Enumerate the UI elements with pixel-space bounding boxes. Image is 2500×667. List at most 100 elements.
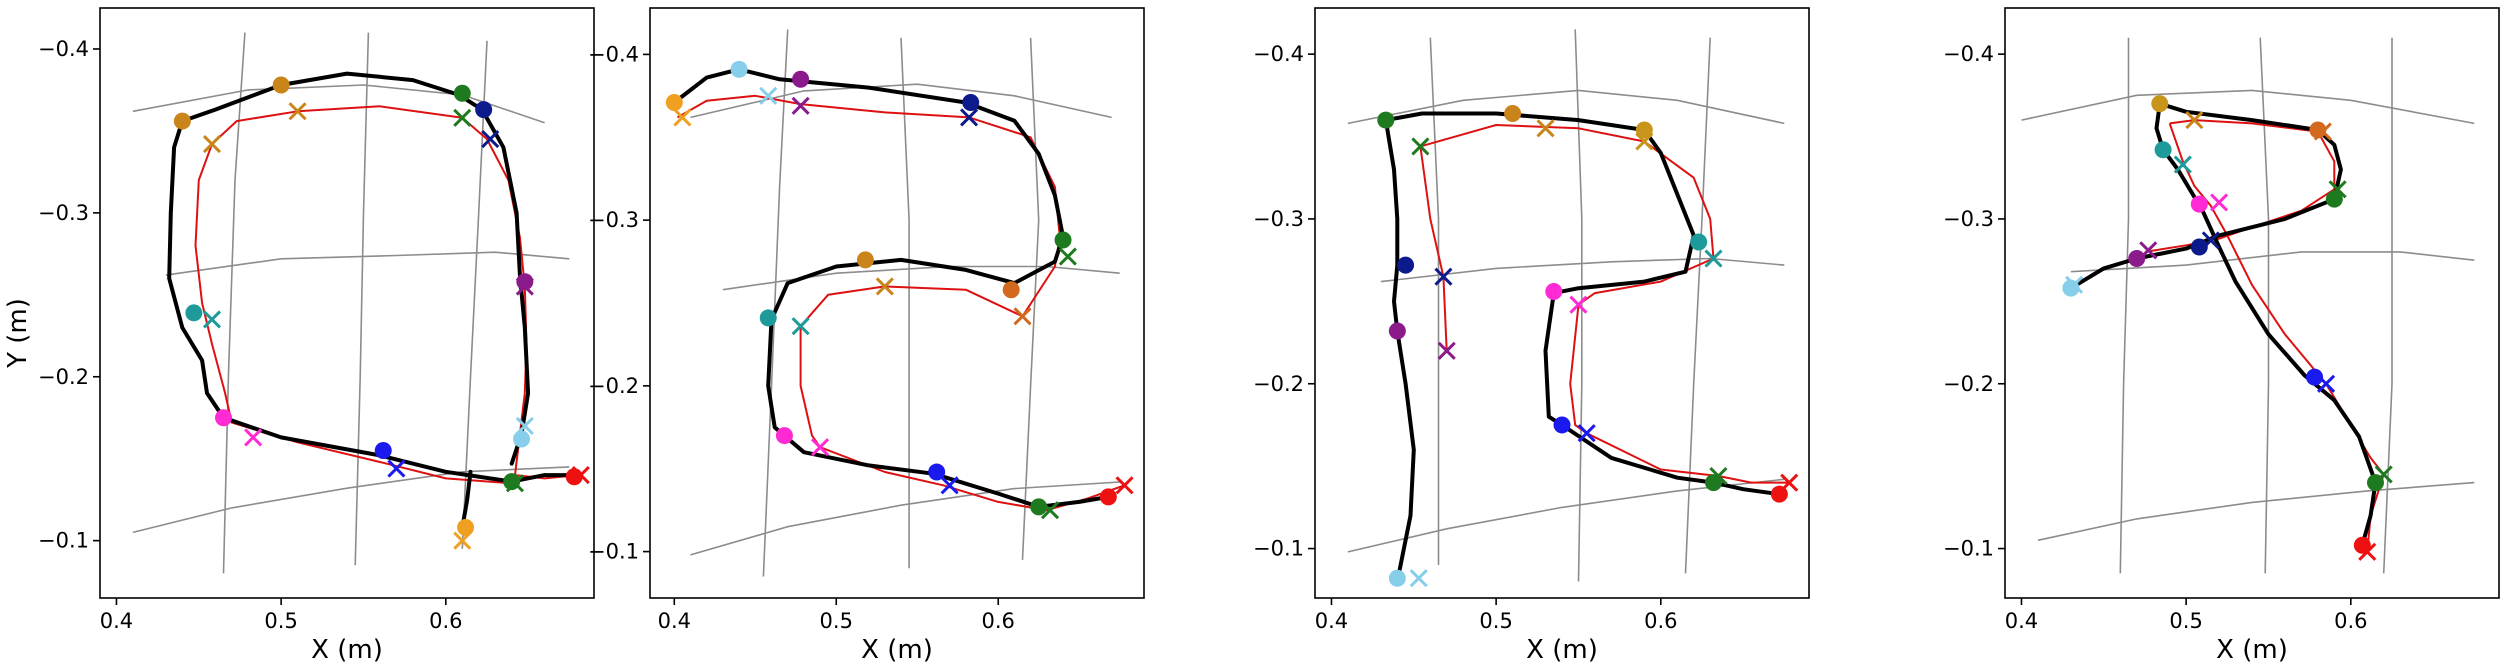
reference-grid-curve [690, 481, 1120, 556]
actual-waypoint-marker [2309, 121, 2327, 139]
reference-grid-curve [165, 251, 570, 276]
desired-waypoint-marker [202, 310, 222, 329]
desired-waypoint-marker [2173, 155, 2192, 174]
desired-waypoint-marker [244, 428, 263, 447]
desired-waypoint-marker [1437, 341, 1456, 360]
desired-waypoint-marker [288, 102, 307, 121]
actual-waypoint-marker [2128, 250, 2146, 268]
actual-waypoint-marker [1377, 111, 1395, 129]
actual-waypoint-marker [2062, 279, 2080, 297]
actual-waypoint-marker [1002, 281, 1020, 299]
reference-grid-curve [2119, 37, 2130, 574]
actual-waypoint-marker [1635, 121, 1653, 139]
actual-waypoint-marker [1054, 231, 1072, 249]
actual-waypoint-marker [1397, 256, 1415, 274]
x-tick-label: 0.5 [820, 609, 853, 633]
desired-waypoint-marker [481, 130, 500, 149]
y-tick-label: −0.1 [1943, 537, 1994, 561]
desired-waypoint-marker [1569, 295, 1588, 314]
actual-waypoint-marker [2151, 95, 2169, 113]
actual-waypoint-marker [1545, 282, 1563, 300]
actual-waypoint-marker [2190, 238, 2208, 256]
desired-waypoint-marker [453, 108, 472, 127]
desired-trajectory-line [2168, 123, 2385, 552]
desired-waypoint-marker [1536, 119, 1555, 138]
y-tick-label: −0.2 [1253, 372, 1304, 396]
reference-grid-curve [132, 466, 570, 534]
panel-D: 0.4 0.5 0.6 −0.4 −0.3 −0.2 −0.1 X (m) Y (m) [3, 7, 595, 665]
reference-grid-curve [2259, 37, 2270, 574]
actual-waypoint-marker [1030, 498, 1048, 516]
actual-waypoint-marker [2367, 474, 2384, 492]
x-tick-label: 0.4 [658, 609, 691, 633]
reference-grid-curve [2382, 37, 2393, 574]
desired-waypoint-marker [1434, 267, 1453, 286]
y-tick-label: −0.1 [588, 540, 639, 564]
x-tick-label: 0.6 [1644, 609, 1677, 633]
panel-R: 0.4 0.5 0.6 −0.4 −0.3 −0.2 −0.1 X (m) [1253, 7, 1810, 665]
panel-S: 0.4 0.5 0.6 −0.4 −0.3 −0.2 −0.1 X (m) [588, 7, 1145, 665]
x-tick-label: 0.4 [1315, 609, 1348, 633]
desired-waypoint-marker [1013, 307, 1032, 326]
x-axis-title: X (m) [2216, 635, 2288, 665]
actual-waypoint-marker [475, 101, 493, 119]
actual-waypoint-marker [513, 430, 531, 448]
reference-grid-curve [762, 29, 789, 577]
axes-frame [649, 7, 1145, 599]
axes-frame [1314, 7, 1810, 599]
y-tick-label: −0.1 [1253, 537, 1304, 561]
y-tick-label: −0.3 [588, 208, 639, 232]
reference-grid-curve [1429, 37, 1440, 565]
actual-waypoint-marker [665, 93, 683, 111]
actual-trajectory-line [1383, 111, 1782, 497]
actual-waypoint-marker [173, 112, 191, 130]
actual-waypoint-marker [792, 70, 810, 88]
actual-waypoint-marker [775, 427, 793, 445]
actual-waypoint-marker [215, 409, 232, 427]
desired-waypoint-marker [960, 108, 979, 127]
actual-waypoint-marker [928, 463, 946, 481]
x-tick-label: 0.5 [264, 609, 297, 633]
actual-waypoint-marker [759, 309, 777, 327]
reference-grid-curve [2070, 251, 2475, 273]
panel-Z: 0.4 0.5 0.6 −0.4 −0.3 −0.2 −0.1 X (m) [1943, 7, 2500, 665]
reference-grid-curve [2037, 481, 2475, 542]
actual-waypoint-marker [565, 468, 583, 486]
reference-grid-curve [722, 265, 1120, 291]
x-tick-label: 0.4 [100, 609, 133, 633]
desired-waypoint-marker [940, 476, 959, 495]
y-tick-label: −0.4 [1943, 42, 1994, 66]
y-tick-label: −0.3 [1943, 207, 1994, 231]
actual-waypoint-marker [730, 60, 748, 78]
x-axis-title: X (m) [311, 635, 383, 665]
actual-waypoint-marker [2325, 190, 2343, 208]
actual-waypoint-marker [1553, 416, 1571, 434]
actual-waypoint-marker [516, 273, 534, 291]
y-tick-label: −0.4 [38, 37, 89, 61]
desired-waypoint-marker [1577, 424, 1596, 443]
desired-waypoint-marker [202, 134, 222, 154]
actual-waypoint-marker [1388, 569, 1406, 587]
actual-waypoint-marker [503, 473, 521, 491]
desired-trajectory-line [1419, 146, 1448, 351]
actual-waypoint-marker [1504, 104, 1522, 122]
reference-grid-curve [1021, 37, 1040, 560]
actual-waypoint-marker [2306, 368, 2324, 386]
desired-trajectory-line [1420, 124, 1790, 484]
desired-waypoint-marker [387, 459, 406, 478]
desired-waypoint-marker [2210, 193, 2229, 212]
desired-waypoint-marker [811, 438, 830, 457]
axes-frame [99, 7, 595, 599]
actual-waypoint-marker [2353, 536, 2371, 554]
x-tick-label: 0.5 [1479, 609, 1512, 633]
axes-frame [2004, 7, 2500, 599]
desired-waypoint-marker [673, 108, 692, 127]
x-tick-label: 0.6 [982, 609, 1015, 633]
y-tick-label: −0.2 [38, 365, 89, 389]
actual-waypoint-marker [962, 93, 980, 111]
desired-waypoint-marker [1058, 247, 1077, 266]
actual-waypoint-marker [2190, 195, 2208, 213]
desired-trajectory-line [677, 94, 1125, 512]
reference-grid-curve [222, 32, 246, 574]
